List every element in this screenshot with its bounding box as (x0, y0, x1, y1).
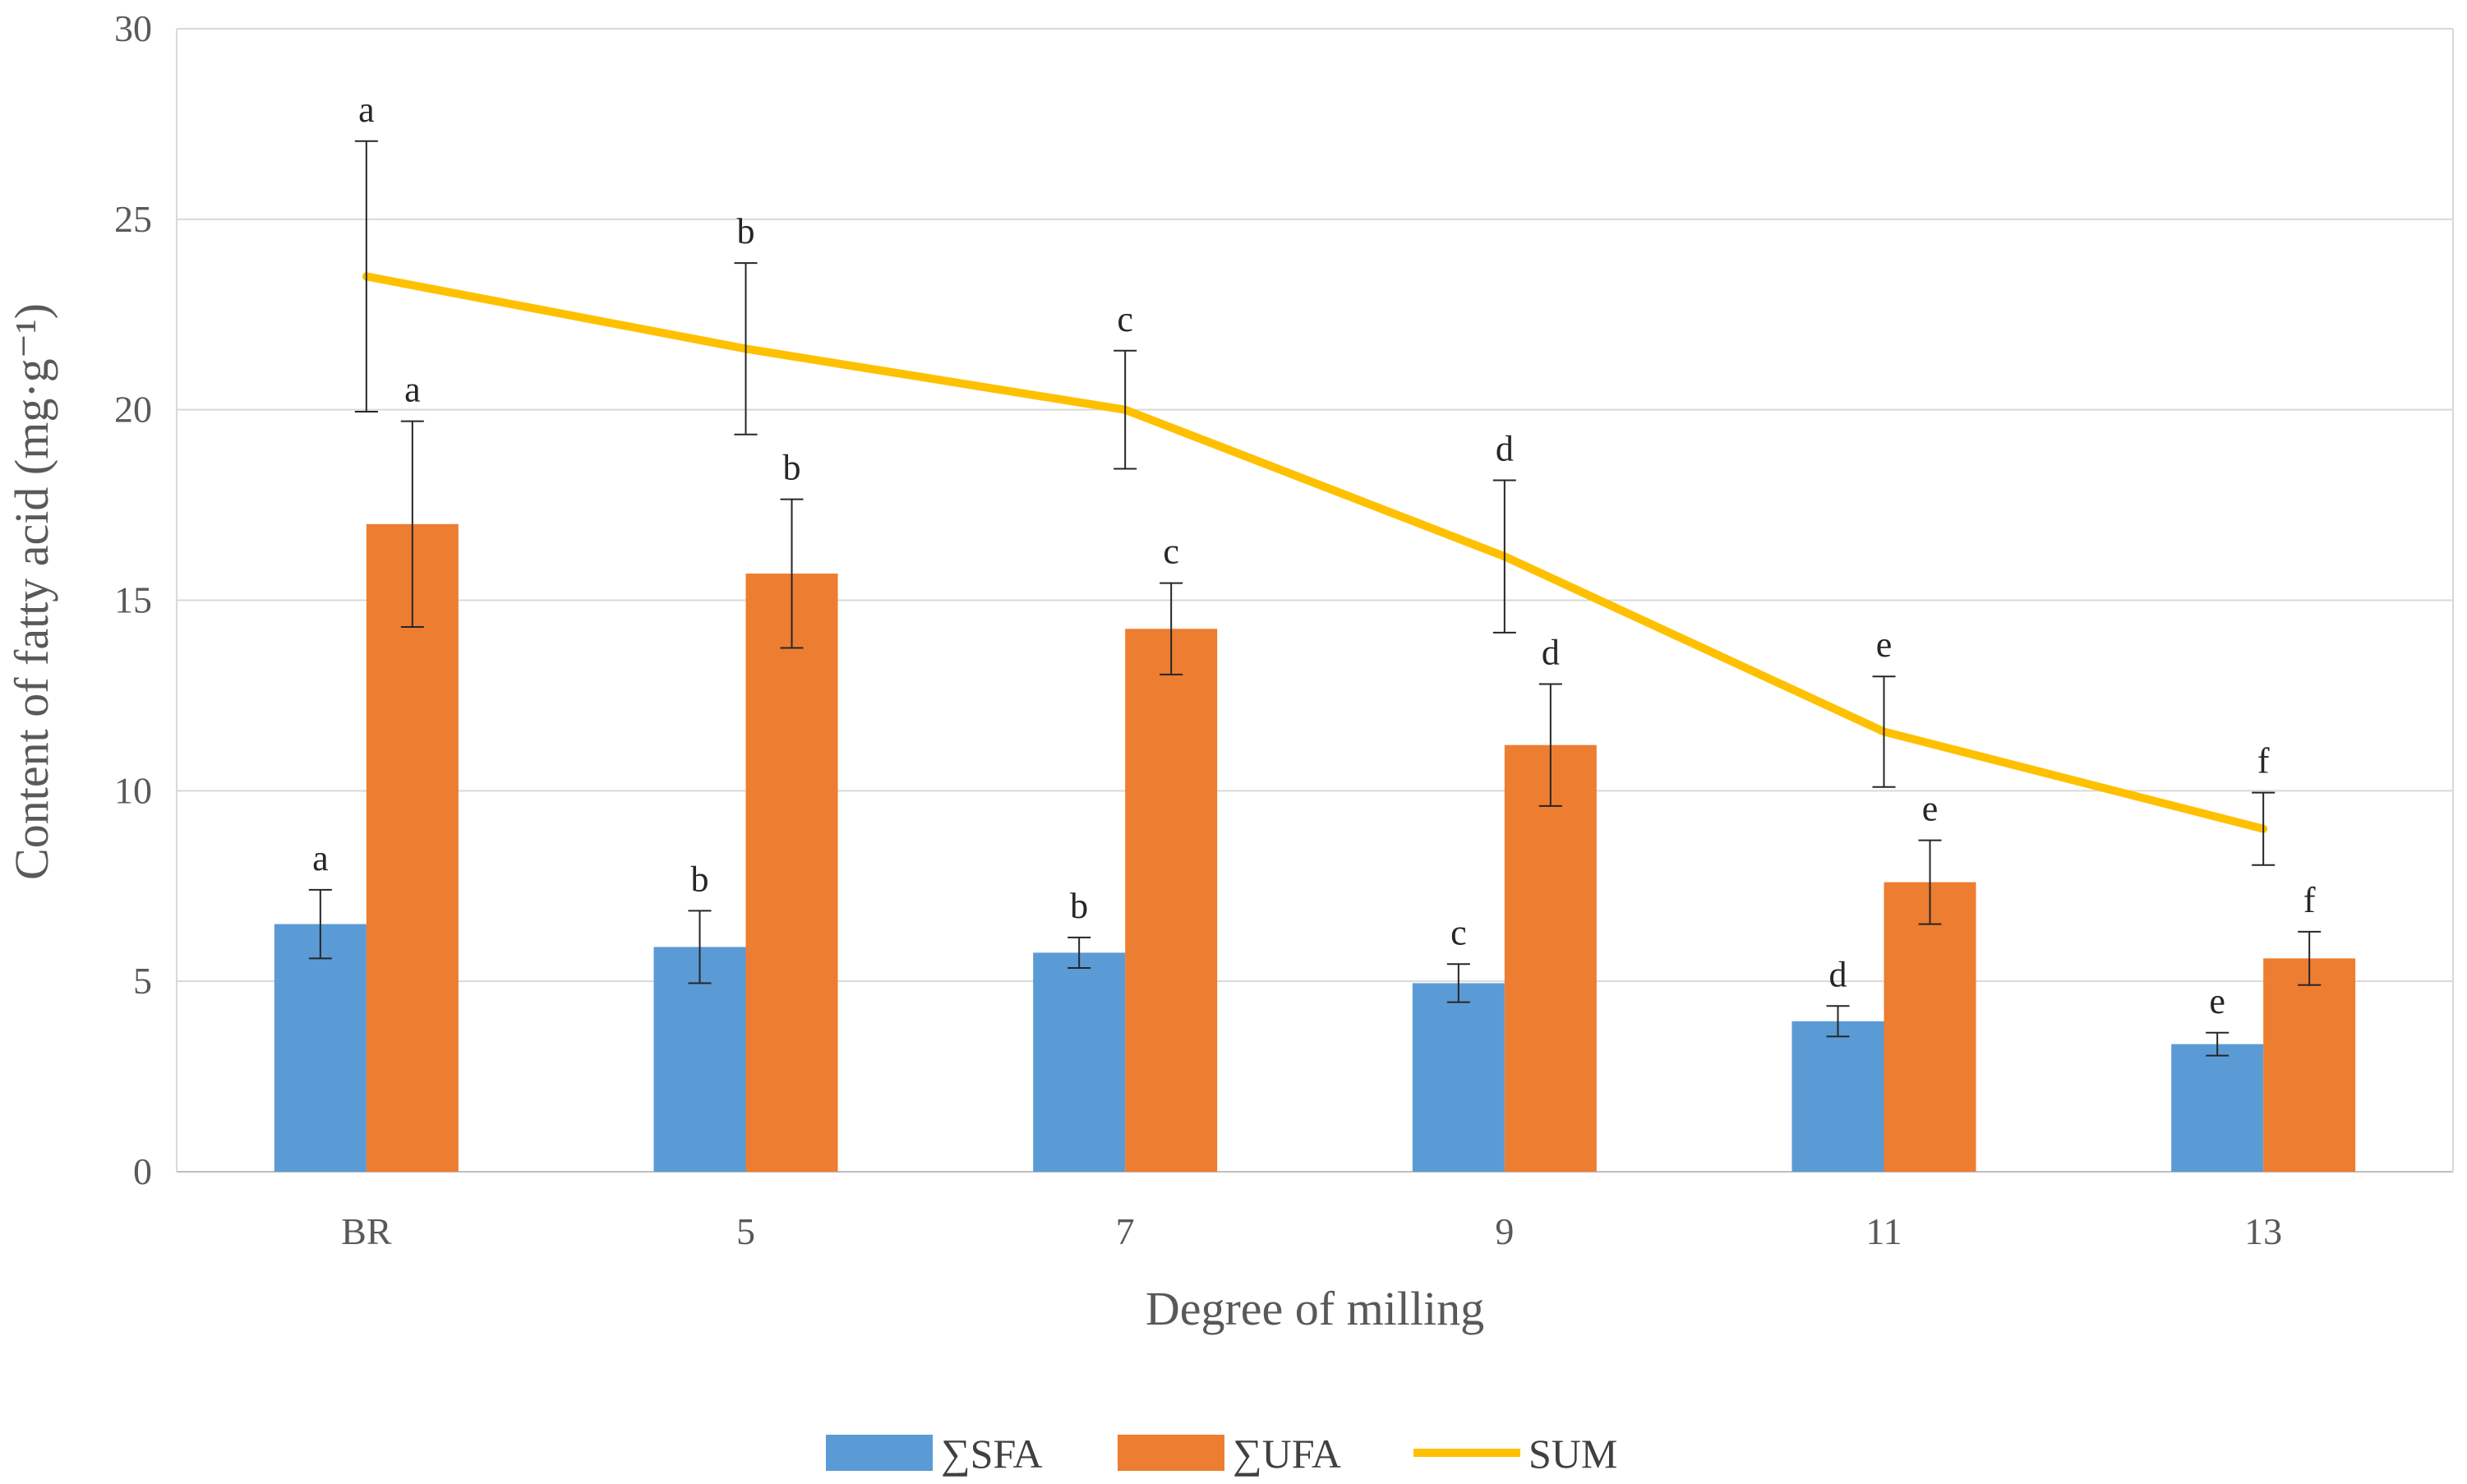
legend-item-ufa: ∑UFA (1118, 1431, 1341, 1477)
significance-letter-sum-5: b (737, 211, 755, 251)
error-bar-sum-7 (1114, 349, 1137, 470)
significance-letter-ufa-11: e (1922, 789, 1939, 829)
bar-ufa-9 (1504, 744, 1597, 1172)
significance-letter-ufa-9: d (1542, 633, 1560, 673)
legend: ∑SFA ∑UFA SUM (826, 1431, 1617, 1477)
error-bar-ufa-11 (1918, 839, 1942, 925)
significance-letter-sfa-BR: a (312, 838, 329, 878)
significance-letter-sfa-5: b (691, 859, 709, 899)
legend-item-sum: SUM (1413, 1431, 1617, 1477)
legend-swatch (1118, 1435, 1224, 1471)
significance-letter-sum-13: f (2257, 741, 2270, 781)
bar-sfa-5 (653, 947, 746, 1172)
significance-letter-sum-9: d (1496, 428, 1514, 468)
error-bar-sfa-11 (1826, 1005, 1850, 1038)
significance-letters: a b b c d e a b c d e f a b c d e f (312, 90, 2316, 1021)
bars (274, 523, 2356, 1172)
y-tick-label-20: 20 (114, 389, 152, 431)
legend-item-sfa: ∑SFA (826, 1431, 1043, 1477)
error-bar-sum-5 (734, 262, 758, 436)
error-bars (308, 140, 2322, 1057)
error-bar-sfa-13 (2206, 1031, 2230, 1057)
x-tick-label-11: 11 (1865, 1210, 1902, 1252)
error-bar-sum-9 (1492, 479, 1516, 634)
error-bar-ufa-9 (1538, 683, 1562, 807)
y-tick-label-10: 10 (114, 769, 152, 811)
legend-label: SUM (1529, 1431, 1617, 1477)
error-bar-sum-13 (2252, 791, 2276, 866)
y-tick-label-25: 25 (114, 198, 152, 240)
bar-sfa-9 (1412, 983, 1505, 1172)
error-bar-sum-11 (1872, 675, 1896, 788)
legend-label: ∑UFA (1233, 1431, 1341, 1477)
bar-sfa-11 (1791, 1021, 1884, 1172)
legend-swatch (826, 1435, 933, 1471)
bar-sfa-BR (274, 924, 367, 1172)
x-axis-title: Degree of milling (1146, 1282, 1484, 1335)
bar-sfa-13 (2171, 1044, 2264, 1172)
error-bar-sum-BR (354, 140, 378, 412)
significance-letter-sfa-11: d (1829, 954, 1847, 994)
sum-line-layer (362, 272, 2268, 833)
bar-ufa-BR (366, 523, 459, 1172)
error-bar-ufa-7 (1160, 582, 1183, 675)
y-axis-title: Content of fatty acid (mg·g⁻¹) (5, 303, 58, 880)
x-tick-label-BR: BR (341, 1210, 392, 1252)
significance-letter-ufa-BR: a (404, 370, 421, 410)
significance-letter-sfa-9: c (1450, 912, 1467, 952)
y-tick-label-5: 5 (133, 960, 152, 1002)
bar-sfa-7 (1033, 952, 1126, 1172)
error-bar-ufa-5 (780, 498, 804, 649)
significance-letter-ufa-13: f (2303, 880, 2316, 920)
y-tick-labels: 0 5 10 15 20 25 30 (114, 7, 152, 1192)
error-bar-ufa-13 (2298, 930, 2322, 986)
gridlines (176, 28, 2454, 1173)
error-bar-sfa-7 (1067, 936, 1091, 969)
significance-letter-sfa-7: b (1070, 886, 1088, 926)
error-bar-sfa-BR (308, 888, 332, 960)
error-bar-sfa-9 (1446, 963, 1470, 1003)
bar-ufa-7 (1125, 629, 1218, 1172)
bar-ufa-5 (745, 574, 838, 1172)
significance-letter-sum-7: c (1117, 299, 1133, 339)
x-tick-label-5: 5 (736, 1210, 755, 1252)
x-tick-label-9: 9 (1495, 1210, 1514, 1252)
significance-letter-sum-BR: a (358, 90, 375, 130)
sum-line (362, 272, 2268, 833)
y-tick-label-0: 0 (133, 1150, 152, 1192)
significance-letter-sum-11: e (1876, 624, 1893, 665)
error-bar-ufa-BR (400, 420, 424, 628)
x-tick-label-7: 7 (1116, 1210, 1135, 1252)
x-tick-labels: BR 5 7 9 11 13 (341, 1210, 2282, 1252)
y-tick-label-30: 30 (114, 7, 152, 49)
x-tick-label-13: 13 (2244, 1210, 2282, 1252)
significance-letter-sfa-13: e (2209, 981, 2225, 1021)
error-bar-sfa-5 (688, 910, 712, 984)
significance-letter-ufa-5: b (783, 448, 801, 488)
bar-ufa-13 (2263, 958, 2356, 1172)
y-tick-label-15: 15 (114, 579, 152, 621)
bar-ufa-11 (1884, 882, 1976, 1172)
significance-letter-ufa-7: c (1163, 532, 1179, 572)
legend-label: ∑SFA (941, 1431, 1043, 1477)
